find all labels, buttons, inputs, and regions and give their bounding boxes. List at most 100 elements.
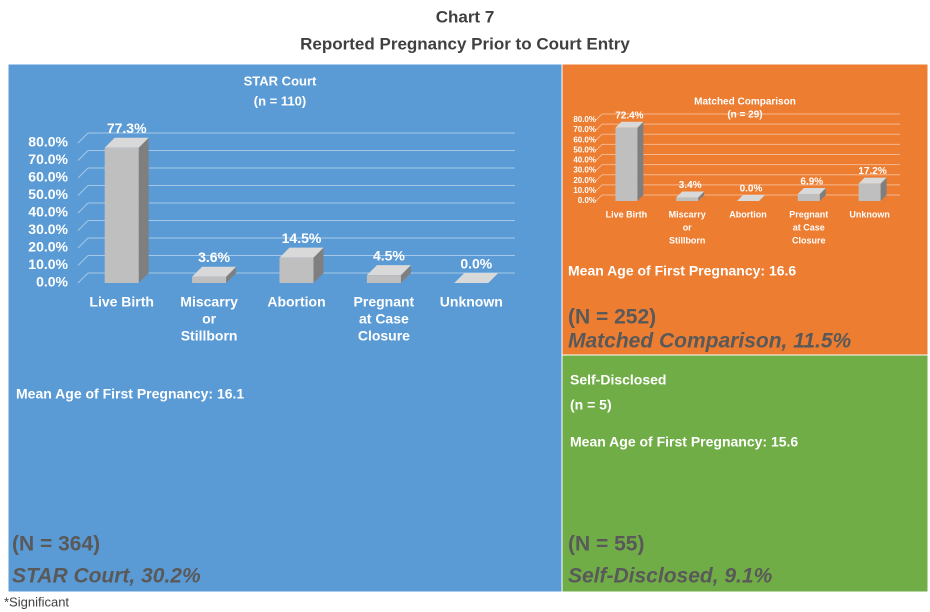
- x-tick-label: at Case: [793, 222, 825, 232]
- value-label: 72.4%: [615, 110, 643, 121]
- x-tick-label: or: [202, 311, 217, 327]
- bar-top: [454, 273, 499, 283]
- y-tick-label: 40.0%: [573, 156, 596, 165]
- bar-side: [138, 137, 149, 283]
- share-label: Self-Disclosed, 9.1%: [568, 565, 773, 588]
- n-label: (N = 55): [568, 533, 644, 556]
- x-tick-label: Abortion: [267, 294, 325, 310]
- x-tick-label: Live Birth: [606, 209, 648, 219]
- grid-line-side: [77, 202, 89, 214]
- x-tick-label: at Case: [359, 311, 409, 327]
- grid-line-side: [595, 154, 603, 161]
- x-tick-label: Stillborn: [669, 235, 706, 245]
- grid-line-side: [77, 237, 89, 249]
- bar-top: [615, 121, 644, 128]
- x-tick-label: Unknown: [440, 294, 503, 310]
- x-tick-label: Live Birth: [89, 294, 154, 310]
- chart-title: Matched Comparison: [694, 97, 796, 108]
- grid-line-side: [595, 113, 603, 121]
- bar: [192, 276, 227, 283]
- bar-top: [192, 266, 237, 277]
- mean-age: Mean Age of First Pregnancy: 16.1: [16, 386, 244, 402]
- value-label: 3.4%: [679, 180, 702, 191]
- bar-side: [819, 188, 826, 201]
- grid-line-side: [595, 194, 603, 202]
- y-tick-label: 0.0%: [36, 274, 68, 290]
- chart-title: STAR Court: [244, 73, 317, 88]
- bar: [676, 197, 699, 201]
- bar: [797, 194, 820, 201]
- bar-top: [737, 195, 765, 201]
- bar-side: [313, 247, 324, 283]
- bar: [366, 275, 401, 283]
- bar-side: [226, 266, 237, 283]
- y-tick-label: 0.0%: [578, 196, 596, 205]
- share-label: Matched Comparison, 11.5%: [568, 330, 852, 353]
- bar-side: [400, 265, 411, 283]
- bar-top: [858, 177, 887, 184]
- x-tick-label: Pregnant: [354, 294, 415, 310]
- value-label: 14.5%: [282, 230, 322, 246]
- value-label: 6.9%: [800, 177, 823, 188]
- grid-line-side: [595, 123, 603, 131]
- grid-line-side: [595, 174, 603, 182]
- grid-line-side: [77, 150, 89, 161]
- panel-title: Self-Disclosed: [570, 372, 666, 388]
- y-tick-label: 80.0%: [573, 115, 596, 124]
- x-tick-label: Miscarry: [669, 209, 706, 219]
- x-tick-label: Unknown: [849, 209, 890, 219]
- value-label: 17.2%: [858, 166, 886, 177]
- x-tick-label: Miscarry: [180, 294, 238, 310]
- grid-line-side: [77, 220, 89, 231]
- x-tick-label: Abortion: [729, 209, 767, 219]
- x-tick-label: Pregnant: [789, 209, 828, 219]
- y-tick-label: 50.0%: [28, 186, 68, 202]
- bar: [615, 127, 638, 201]
- self-panel: [561, 354, 929, 593]
- grid-line-side: [77, 185, 89, 196]
- y-tick-label: 50.0%: [573, 145, 596, 154]
- bar-top: [366, 265, 411, 276]
- footnote: *Significant: [4, 594, 69, 609]
- grid-line-side: [595, 133, 603, 141]
- y-tick-label: 60.0%: [573, 135, 596, 144]
- y-tick-label: 30.0%: [573, 166, 596, 175]
- bar: [104, 147, 139, 283]
- value-label: 3.6%: [198, 249, 230, 265]
- x-tick-label: Closure: [358, 328, 410, 344]
- bar-top: [104, 137, 149, 148]
- bar: [279, 257, 314, 283]
- y-tick-label: 10.0%: [573, 186, 596, 195]
- mean-age: Mean Age of First Pregnancy: 16.6: [568, 263, 796, 279]
- matched-panel: [561, 63, 929, 356]
- value-label: 4.5%: [373, 247, 405, 263]
- value-label: 77.3%: [107, 120, 147, 136]
- y-tick-label: 60.0%: [28, 169, 68, 185]
- x-tick-label: Closure: [792, 235, 826, 245]
- share-label: STAR Court, 30.2%: [12, 565, 201, 588]
- grid-line-side: [77, 272, 89, 284]
- y-tick-label: 20.0%: [28, 239, 68, 255]
- x-tick-label: or: [683, 222, 692, 232]
- grid-line-side: [77, 132, 89, 144]
- page-title: Chart 7: [436, 7, 495, 26]
- bar-side: [880, 177, 887, 201]
- y-tick-label: 10.0%: [28, 256, 68, 272]
- bar-top: [797, 188, 826, 195]
- value-label: 0.0%: [460, 255, 492, 271]
- page-subtitle: Reported Pregnancy Prior to Court Entry: [300, 34, 630, 53]
- grid-line-side: [77, 167, 89, 179]
- y-tick-label: 20.0%: [573, 176, 596, 185]
- y-tick-label: 70.0%: [573, 125, 596, 134]
- star-panel: [7, 63, 563, 593]
- y-tick-label: 70.0%: [28, 151, 68, 167]
- y-tick-label: 30.0%: [28, 221, 68, 237]
- n-label: (N = 252): [568, 306, 656, 329]
- bar-side: [637, 121, 644, 201]
- mean-age: Mean Age of First Pregnancy: 15.6: [570, 434, 798, 450]
- grid-line-side: [77, 255, 89, 266]
- bar-top: [676, 191, 705, 198]
- chart-subtitle: (n = 29): [727, 110, 762, 121]
- grid-line-side: [595, 184, 603, 192]
- value-label: 0.0%: [740, 184, 763, 195]
